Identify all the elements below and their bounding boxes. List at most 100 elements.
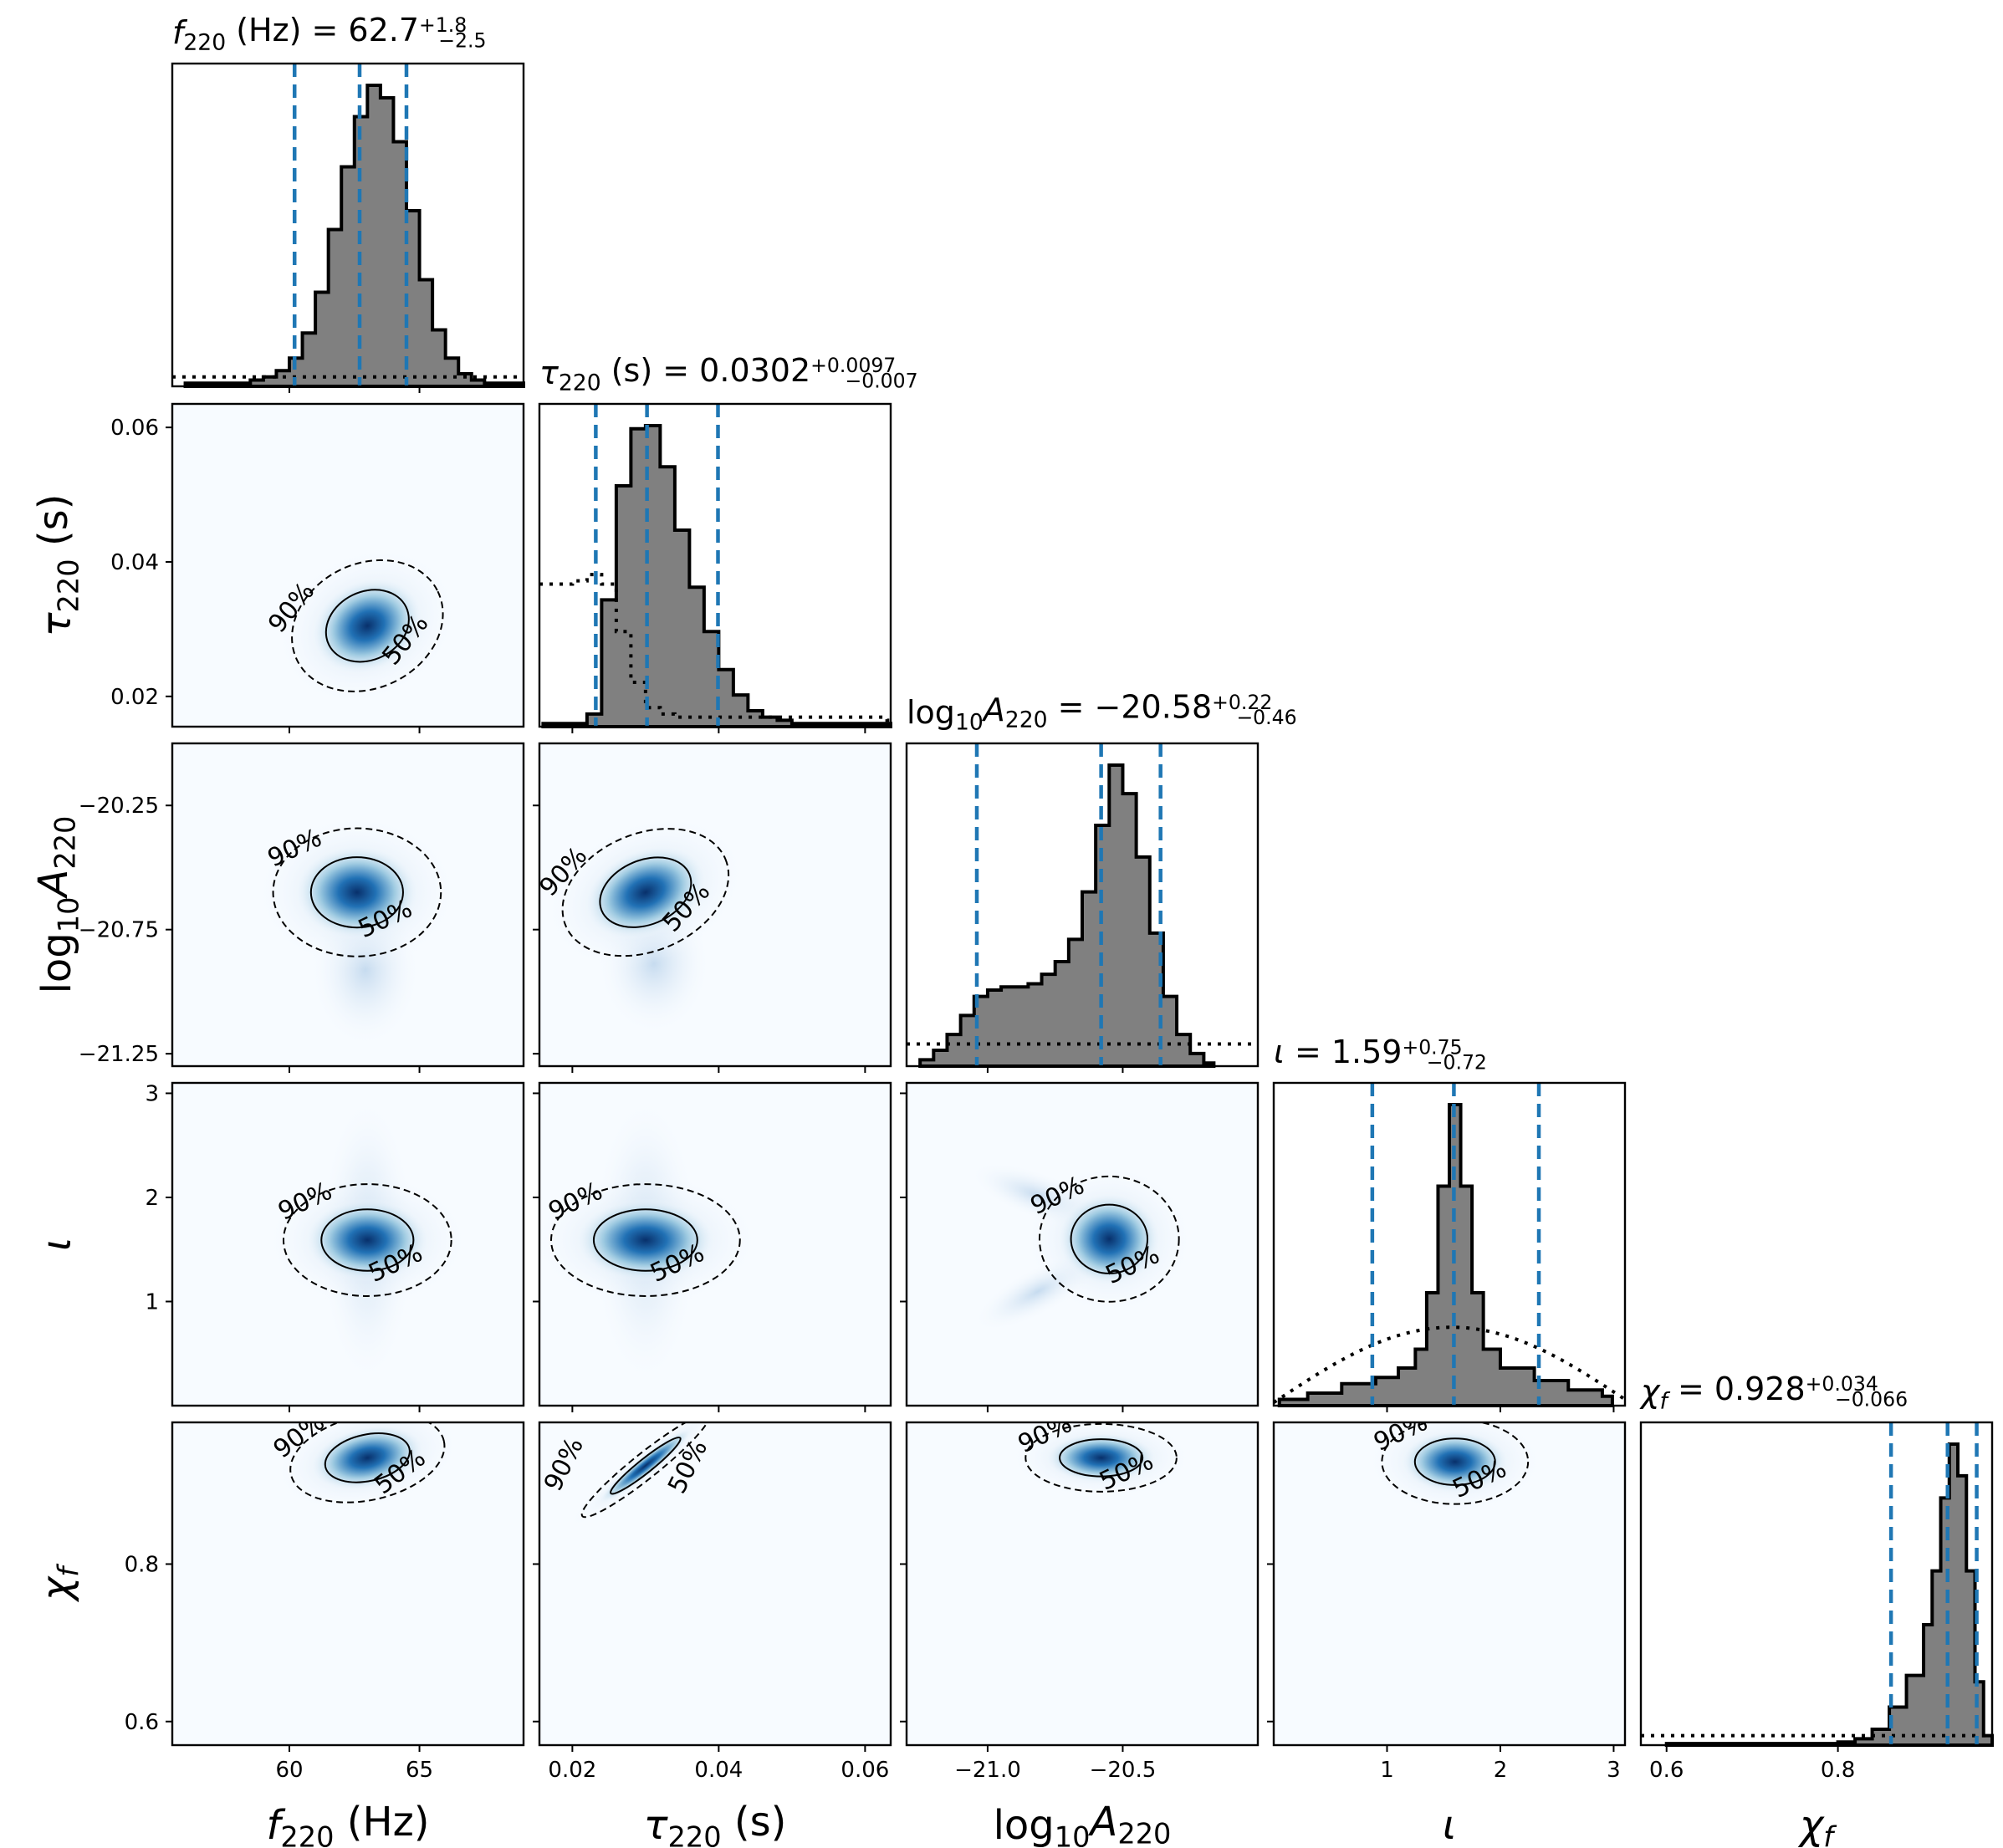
panel-frame	[905, 1421, 1260, 1747]
histogram-panel-tau220: τ220 (s) = 0.0302+0.0097 −0.007	[538, 352, 918, 728]
density-core	[584, 845, 708, 940]
contour-90	[550, 1183, 741, 1297]
x-tick-label: 1	[1380, 1758, 1394, 1783]
x-tick-label: −21.0	[954, 1758, 1021, 1783]
prior-curve	[539, 573, 891, 722]
panel-title-tau220: τ220 (s) = 0.0302+0.0097 −0.007	[539, 352, 918, 396]
contour-90	[272, 827, 442, 957]
panel-title-log10A220: log10A220 = −20.58+0.22 −0.46	[907, 689, 1297, 736]
y-axis-label-log10A220: log10A220	[30, 816, 84, 994]
panel-frame	[171, 402, 525, 728]
x-tick-label: 0.04	[694, 1758, 743, 1783]
density-panel-f220-tau220: 90%50%	[171, 402, 525, 728]
y-axis-label-iota: ι	[33, 1238, 80, 1251]
x-tick-label: 3	[1607, 1758, 1621, 1783]
density-core	[309, 1424, 425, 1492]
contour-90	[1038, 1175, 1180, 1303]
density-core	[598, 1427, 693, 1504]
x-tick-label: 0.6	[1649, 1758, 1684, 1783]
panel-frame	[171, 742, 525, 1068]
density-panel-log10A220-iota: 90%50%	[905, 1081, 1260, 1407]
density-core	[294, 845, 420, 941]
panel-frame	[1272, 1081, 1627, 1407]
x-tick-label: 0.8	[1821, 1758, 1855, 1783]
density-background	[539, 1422, 891, 1745]
x-tick-label: 0.02	[548, 1758, 596, 1783]
contour-90	[1381, 1422, 1530, 1505]
contour-90	[1024, 1422, 1178, 1493]
x-tick-label: 0.06	[841, 1758, 889, 1783]
x-axis-label-f220: f220 (Hz)	[267, 1799, 430, 1848]
posterior-histogram	[918, 763, 1216, 1068]
density-core	[1045, 1432, 1157, 1483]
y-tick-label: 3	[145, 1081, 159, 1106]
density-panel-tau220-iota: 90%50%	[538, 1081, 892, 1407]
prior-curve	[1272, 1325, 1627, 1404]
density-core	[575, 1198, 716, 1282]
x-axis-label-tau220: τ220 (s)	[644, 1799, 787, 1848]
y-tick-label: −21.25	[79, 1042, 159, 1067]
density-core	[311, 576, 424, 675]
contour-50	[324, 1432, 411, 1483]
contour-90	[561, 828, 730, 957]
contour-90	[580, 1422, 711, 1519]
y-tick-label: 2	[145, 1186, 159, 1211]
panel-frame	[538, 742, 892, 1068]
histogram-panel-iota: ι = 1.59+0.75 −0.72	[1272, 1034, 1627, 1407]
posterior-histogram	[541, 423, 892, 728]
contour-50	[320, 1208, 415, 1272]
x-axis-label-iota: ι	[1443, 1802, 1456, 1848]
contour-50	[1059, 1438, 1144, 1478]
panel-frame	[905, 742, 1260, 1068]
contour-50	[610, 1437, 682, 1495]
x-tick-label: 2	[1494, 1758, 1508, 1783]
y-tick-label: 1	[145, 1289, 159, 1315]
density-panel-iota-chif: 90%50%	[1272, 1421, 1627, 1747]
panel-frame	[538, 1421, 892, 1747]
panel-frame	[538, 1081, 892, 1407]
posterior-histogram	[1277, 1102, 1614, 1407]
y-tick-label: 0.04	[110, 550, 159, 575]
contour-90	[291, 559, 444, 692]
y-tick-label: 0.02	[110, 685, 159, 710]
density-panel-f220-log10A220: 90%50%	[171, 742, 525, 1068]
x-axis-label-chif: χf	[1797, 1802, 1837, 1848]
contour-50	[592, 1208, 698, 1272]
contour-50	[599, 856, 692, 928]
histogram-panel-chif: χf = 0.928+0.034 −0.066	[1639, 1371, 1994, 1747]
panel-frame	[1272, 1421, 1627, 1747]
density-panel-f220-chif: 90%50%	[171, 1421, 525, 1747]
panel-title-chif: χf = 0.928+0.034 −0.066	[1639, 1371, 1908, 1415]
posterior-histogram	[1664, 1442, 1994, 1747]
density-panel-log10A220-chif: 90%50%	[905, 1421, 1260, 1747]
histogram-panel-f220: f220 (Hz) = 62.7+1.8 −2.5	[171, 12, 525, 388]
contour-90	[289, 1422, 446, 1503]
panel-title-f220: f220 (Hz) = 62.7+1.8 −2.5	[172, 12, 486, 56]
density-core	[304, 1198, 430, 1282]
contour-90	[283, 1183, 452, 1297]
posterior-histogram	[183, 83, 525, 388]
density-core	[1400, 1430, 1510, 1493]
y-axis-label-chif: χf	[33, 1563, 84, 1603]
contour-50	[1413, 1437, 1496, 1486]
panel-frame	[1639, 1421, 1994, 1747]
x-tick-label: 60	[275, 1758, 303, 1783]
panel-frame	[538, 402, 892, 728]
panel-frame	[905, 1081, 1260, 1407]
panel-frame	[171, 1081, 525, 1407]
panel-frame	[171, 1421, 525, 1747]
panel-title-iota: ι = 1.59+0.75 −0.72	[1274, 1034, 1487, 1075]
x-tick-label: 65	[406, 1758, 433, 1783]
y-tick-label: 0.06	[110, 416, 159, 441]
density-core	[1057, 1192, 1162, 1286]
density-panel-f220-iota: 90%50%	[171, 1081, 525, 1407]
y-tick-label: −20.75	[79, 918, 159, 943]
contour-50	[1070, 1203, 1149, 1274]
contour-50	[309, 856, 404, 929]
x-tick-label: −20.5	[1090, 1758, 1157, 1783]
y-axis-label-tau220: τ220 (s)	[30, 494, 84, 637]
y-tick-label: 0.8	[125, 1552, 159, 1577]
contour-50	[324, 589, 410, 663]
panel-frame	[171, 62, 525, 388]
